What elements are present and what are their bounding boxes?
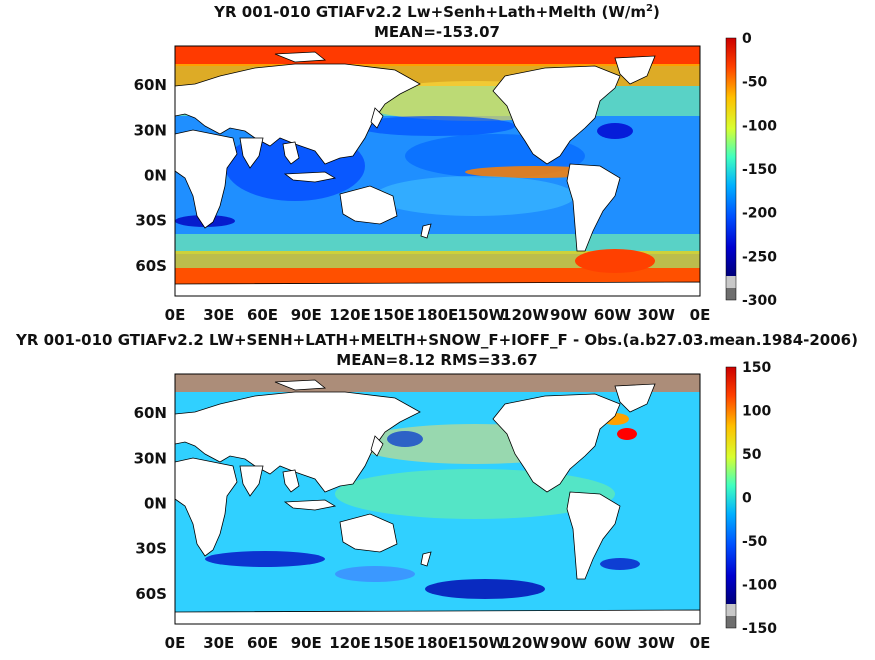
colorbar-1-tick-label: -150 [742,162,777,178]
chart-1-x-tick-label: 30W [638,306,676,324]
chart-1-x-tick-label: 180E [417,306,459,324]
chart-2-y-ticks: 60N 30N 0N 30S 60S [134,404,167,603]
colorbar-1-tick-label: -250 [742,249,777,265]
colorbar-1-tick-label: -50 [742,75,768,91]
colorbar-1-tick-label: -200 [742,206,777,222]
chart-2: YR 001-010 GTIAFv2.2 LW+SENH+LATH+MELTH+… [15,331,858,652]
chart-1-y-tick-label: 30N [134,121,167,139]
chart-2-x-tick-label: 0E [165,634,186,652]
chart-1-subtitle: MEAN=-153.07 [374,23,500,41]
chart-1-x-tick-label: 0E [690,306,711,324]
map-1 [174,45,701,297]
chart-1: YR 001-010 GTIAFv2.2 Lw+Senh+Lath+Melth … [134,3,778,324]
colorbar-2-under-light [726,604,736,616]
colorbar-1-gradient [726,38,736,276]
chart-2-x-tick-label: 120W [501,634,549,652]
map-2 [174,373,701,625]
colorbar-1 [725,37,737,301]
colorbar-1-under-dark [726,288,736,300]
colorbar-1-under-light [726,276,736,288]
map-2-frame [174,373,701,625]
chart-1-title-sup: 2 [646,3,653,14]
chart-1-title: YR 001-010 GTIAFv2.2 Lw+Senh+Lath+Melth … [213,3,660,21]
chart-1-x-tick-label: 120W [501,306,549,324]
colorbar-1-tick-label: 0 [742,31,752,47]
chart-2-x-tick-label: 0E [690,634,711,652]
colorbar-2-tick-label: -100 [742,578,777,594]
chart-1-x-tick-label: 0E [165,306,186,324]
colorbar-2 [725,366,737,629]
chart-2-x-tick-label: 60E [247,634,278,652]
chart-2-y-tick-label: 30N [134,449,167,467]
chart-2-x-tick-label: 90W [550,634,588,652]
colorbar-2-under-dark [726,616,736,628]
chart-1-x-tick-label: 150W [457,306,505,324]
colorbar-1-labels: 0 -50 -100 -150 -200 -250 -300 [742,31,777,309]
chart-2-x-tick-label: 180E [417,634,459,652]
chart-2-y-tick-label: 30S [135,540,167,558]
chart-2-x-tick-label: 120E [329,634,371,652]
chart-1-x-tick-label: 90W [550,306,588,324]
colorbar-1-tick-label: -100 [742,118,777,134]
colorbar-2-tick-label: -150 [742,621,777,637]
chart-2-y-tick-label: 0N [144,495,167,513]
chart-2-y-tick-label: 60S [135,585,167,603]
chart-2-y-tick-label: 60N [134,404,167,422]
chart-1-y-tick-label: 30S [135,212,167,230]
chart-2-subtitle: MEAN=8.12 RMS=33.67 [336,351,537,369]
chart-2-x-tick-label: 150W [457,634,505,652]
colorbar-2-tick-label: 0 [742,491,752,507]
chart-1-y-tick-label: 0N [144,167,167,185]
chart-1-y-tick-label: 60S [135,257,167,275]
colorbar-2-gradient [726,367,736,604]
chart-1-x-tick-label: 60E [247,306,278,324]
chart-1-x-tick-label: 90E [291,306,322,324]
map-1-frame [174,45,701,297]
chart-1-x-tick-label: 120E [329,306,371,324]
colorbar-2-tick-label: 50 [742,447,762,463]
chart-1-x-tick-label: 60W [594,306,632,324]
colorbar-2-tick-label: 150 [742,360,771,376]
chart-1-title-main: YR 001-010 GTIAFv2.2 Lw+Senh+Lath+Melth … [213,3,646,21]
colorbar-1-frame [725,37,737,301]
chart-2-x-tick-label: 60W [594,634,632,652]
colorbar-2-tick-label: -50 [742,534,768,550]
chart-2-title: YR 001-010 GTIAFv2.2 LW+SENH+LATH+MELTH+… [15,331,858,349]
chart-1-y-tick-label: 60N [134,76,167,94]
chart-2-x-tick-label: 90E [291,634,322,652]
chart-1-y-ticks: 60N 30N 0N 30S 60S [134,76,167,275]
chart-1-title-close: ) [653,3,660,21]
colorbar-2-tick-label: 100 [742,404,771,420]
chart-1-x-tick-label: 30E [203,306,234,324]
chart-2-x-tick-label: 150E [373,634,415,652]
chart-2-x-tick-label: 30W [638,634,676,652]
colorbar-1-tick-label: -300 [742,293,777,309]
colorbar-2-frame [725,366,737,629]
colorbar-2-labels: 150 100 50 0 -50 -100 -150 [742,360,777,637]
chart-2-x-tick-label: 30E [203,634,234,652]
chart-1-x-tick-label: 150E [373,306,415,324]
